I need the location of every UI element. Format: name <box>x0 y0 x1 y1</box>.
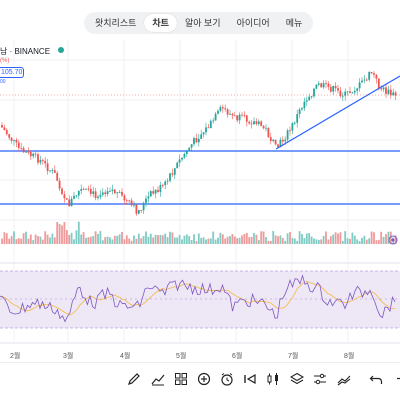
x-label-jul: 7월 <box>288 353 299 360</box>
candles <box>1 71 397 216</box>
x-label-may: 5월 <box>176 353 187 360</box>
volume-bars <box>1 221 397 244</box>
replay-icon[interactable] <box>242 371 258 387</box>
rsi-ma-line <box>0 280 396 316</box>
chart-grid <box>0 40 400 343</box>
trendline <box>275 75 400 150</box>
chart-settings-icon <box>388 235 398 245</box>
rsi-line <box>0 274 396 323</box>
horizontal-lines <box>0 150 400 205</box>
tab-chart[interactable]: 차트 <box>144 14 177 32</box>
grid-icon[interactable] <box>173 371 189 387</box>
redo-icon[interactable] <box>391 371 400 387</box>
change-percent: (%) <box>0 58 10 64</box>
symbol-title[interactable]: 남 · BINANCE <box>0 47 51 56</box>
price-chart[interactable] <box>0 40 400 362</box>
pencil-icon[interactable] <box>126 371 142 387</box>
add-circle-icon[interactable] <box>196 371 212 387</box>
x-label-aug: 8월 <box>344 353 355 360</box>
candles-icon[interactable] <box>265 371 281 387</box>
sub-value: 00 <box>0 79 6 85</box>
undo-icon[interactable] <box>368 371 384 387</box>
chart-trend-icon[interactable] <box>150 371 166 387</box>
x-label-mar: 3월 <box>63 353 74 360</box>
main-tabs: 왓치리스트 차트 알아 보기 아이디어 메뉴 <box>84 12 313 34</box>
tab-menu[interactable]: 메뉴 <box>285 18 303 28</box>
x-label-apr: 4월 <box>120 353 131 360</box>
top-bar: 왓치리스트 차트 알아 보기 아이디어 메뉴 <box>0 0 400 40</box>
indicators-icon[interactable] <box>312 371 328 387</box>
bottom-toolbar <box>0 362 400 400</box>
compare-icon[interactable] <box>336 371 352 387</box>
tab-watchlist[interactable]: 왓치리스트 <box>95 18 137 28</box>
x-label-feb: 2월 <box>10 353 21 360</box>
market-status-dot <box>58 47 64 53</box>
x-label-jun: 6월 <box>232 353 243 360</box>
alarm-icon[interactable] <box>219 371 235 387</box>
layers-icon[interactable] <box>289 371 305 387</box>
current-price-label: 105.70 <box>0 67 24 78</box>
tab-ideas[interactable]: 아이디어 <box>236 18 270 28</box>
tab-explore[interactable]: 알아 보기 <box>184 18 221 28</box>
